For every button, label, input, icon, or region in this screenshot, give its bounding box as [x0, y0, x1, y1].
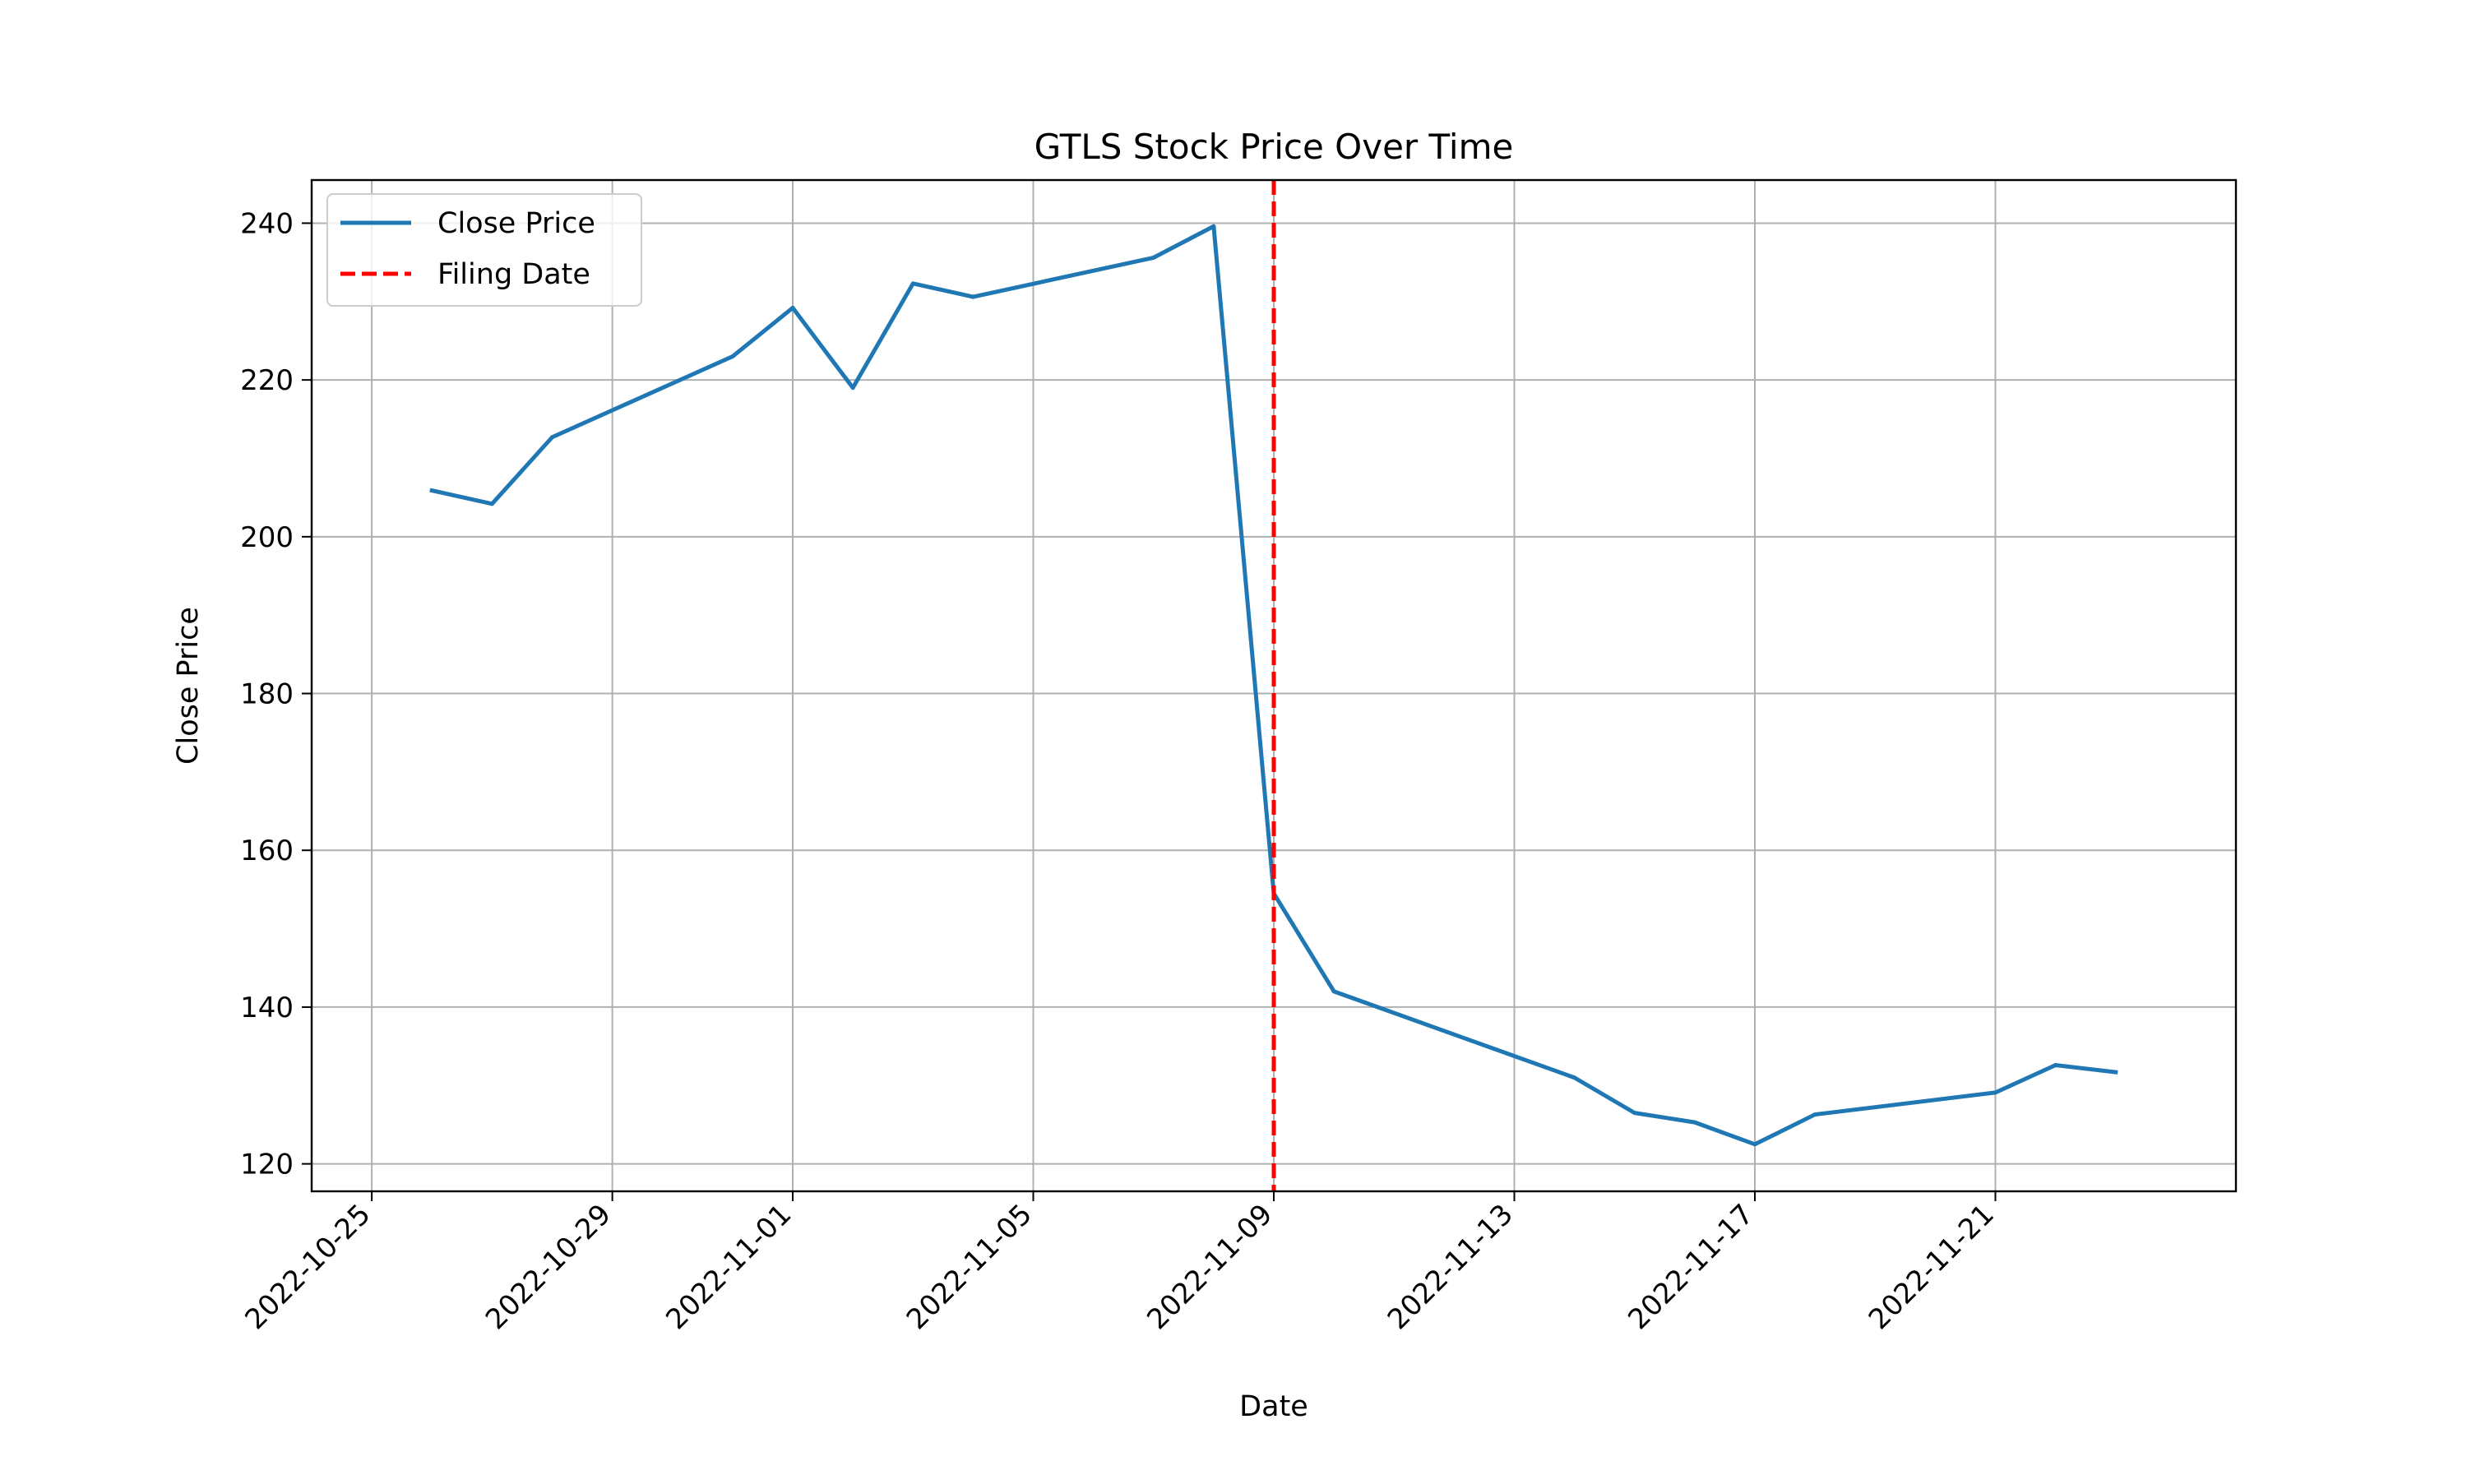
data-point — [1812, 1112, 1817, 1117]
y-tick-label: 200 — [240, 521, 294, 554]
data-point — [1331, 989, 1336, 994]
plot-area — [429, 180, 2118, 1191]
close-price-line — [429, 224, 2118, 1147]
y-tick-label: 160 — [240, 834, 294, 867]
data-point — [910, 281, 915, 286]
data-point — [2113, 1070, 2118, 1075]
y-tick-label: 240 — [240, 207, 294, 240]
chart-title: GTLS Stock Price Over Time — [1034, 127, 1514, 167]
data-point — [850, 386, 855, 391]
data-point — [1572, 1075, 1577, 1080]
y-tick-label: 140 — [240, 992, 294, 1024]
legend-label-close-price: Close Price — [437, 207, 595, 240]
y-axis-label: Close Price — [172, 607, 205, 765]
y-tick-label: 220 — [240, 364, 294, 397]
data-point — [970, 294, 975, 299]
data-point — [1752, 1142, 1757, 1147]
data-point — [429, 488, 434, 493]
data-point — [550, 435, 554, 440]
data-point — [2053, 1062, 2058, 1067]
data-point — [1692, 1120, 1697, 1125]
data-point — [730, 354, 735, 359]
y-tick-label: 120 — [240, 1149, 294, 1181]
x-axis-label: Date — [1239, 1390, 1308, 1423]
data-point — [1632, 1111, 1637, 1116]
data-point — [1151, 255, 1156, 260]
data-point — [790, 305, 795, 310]
data-point — [1993, 1090, 1997, 1095]
legend: Close Price Filing Date — [326, 193, 642, 307]
axes-frame — [310, 178, 2238, 1193]
data-point — [489, 502, 494, 506]
data-point — [1211, 224, 1216, 229]
legend-label-filing-date: Filing Date — [437, 258, 590, 291]
y-tick-label: 180 — [240, 678, 294, 711]
